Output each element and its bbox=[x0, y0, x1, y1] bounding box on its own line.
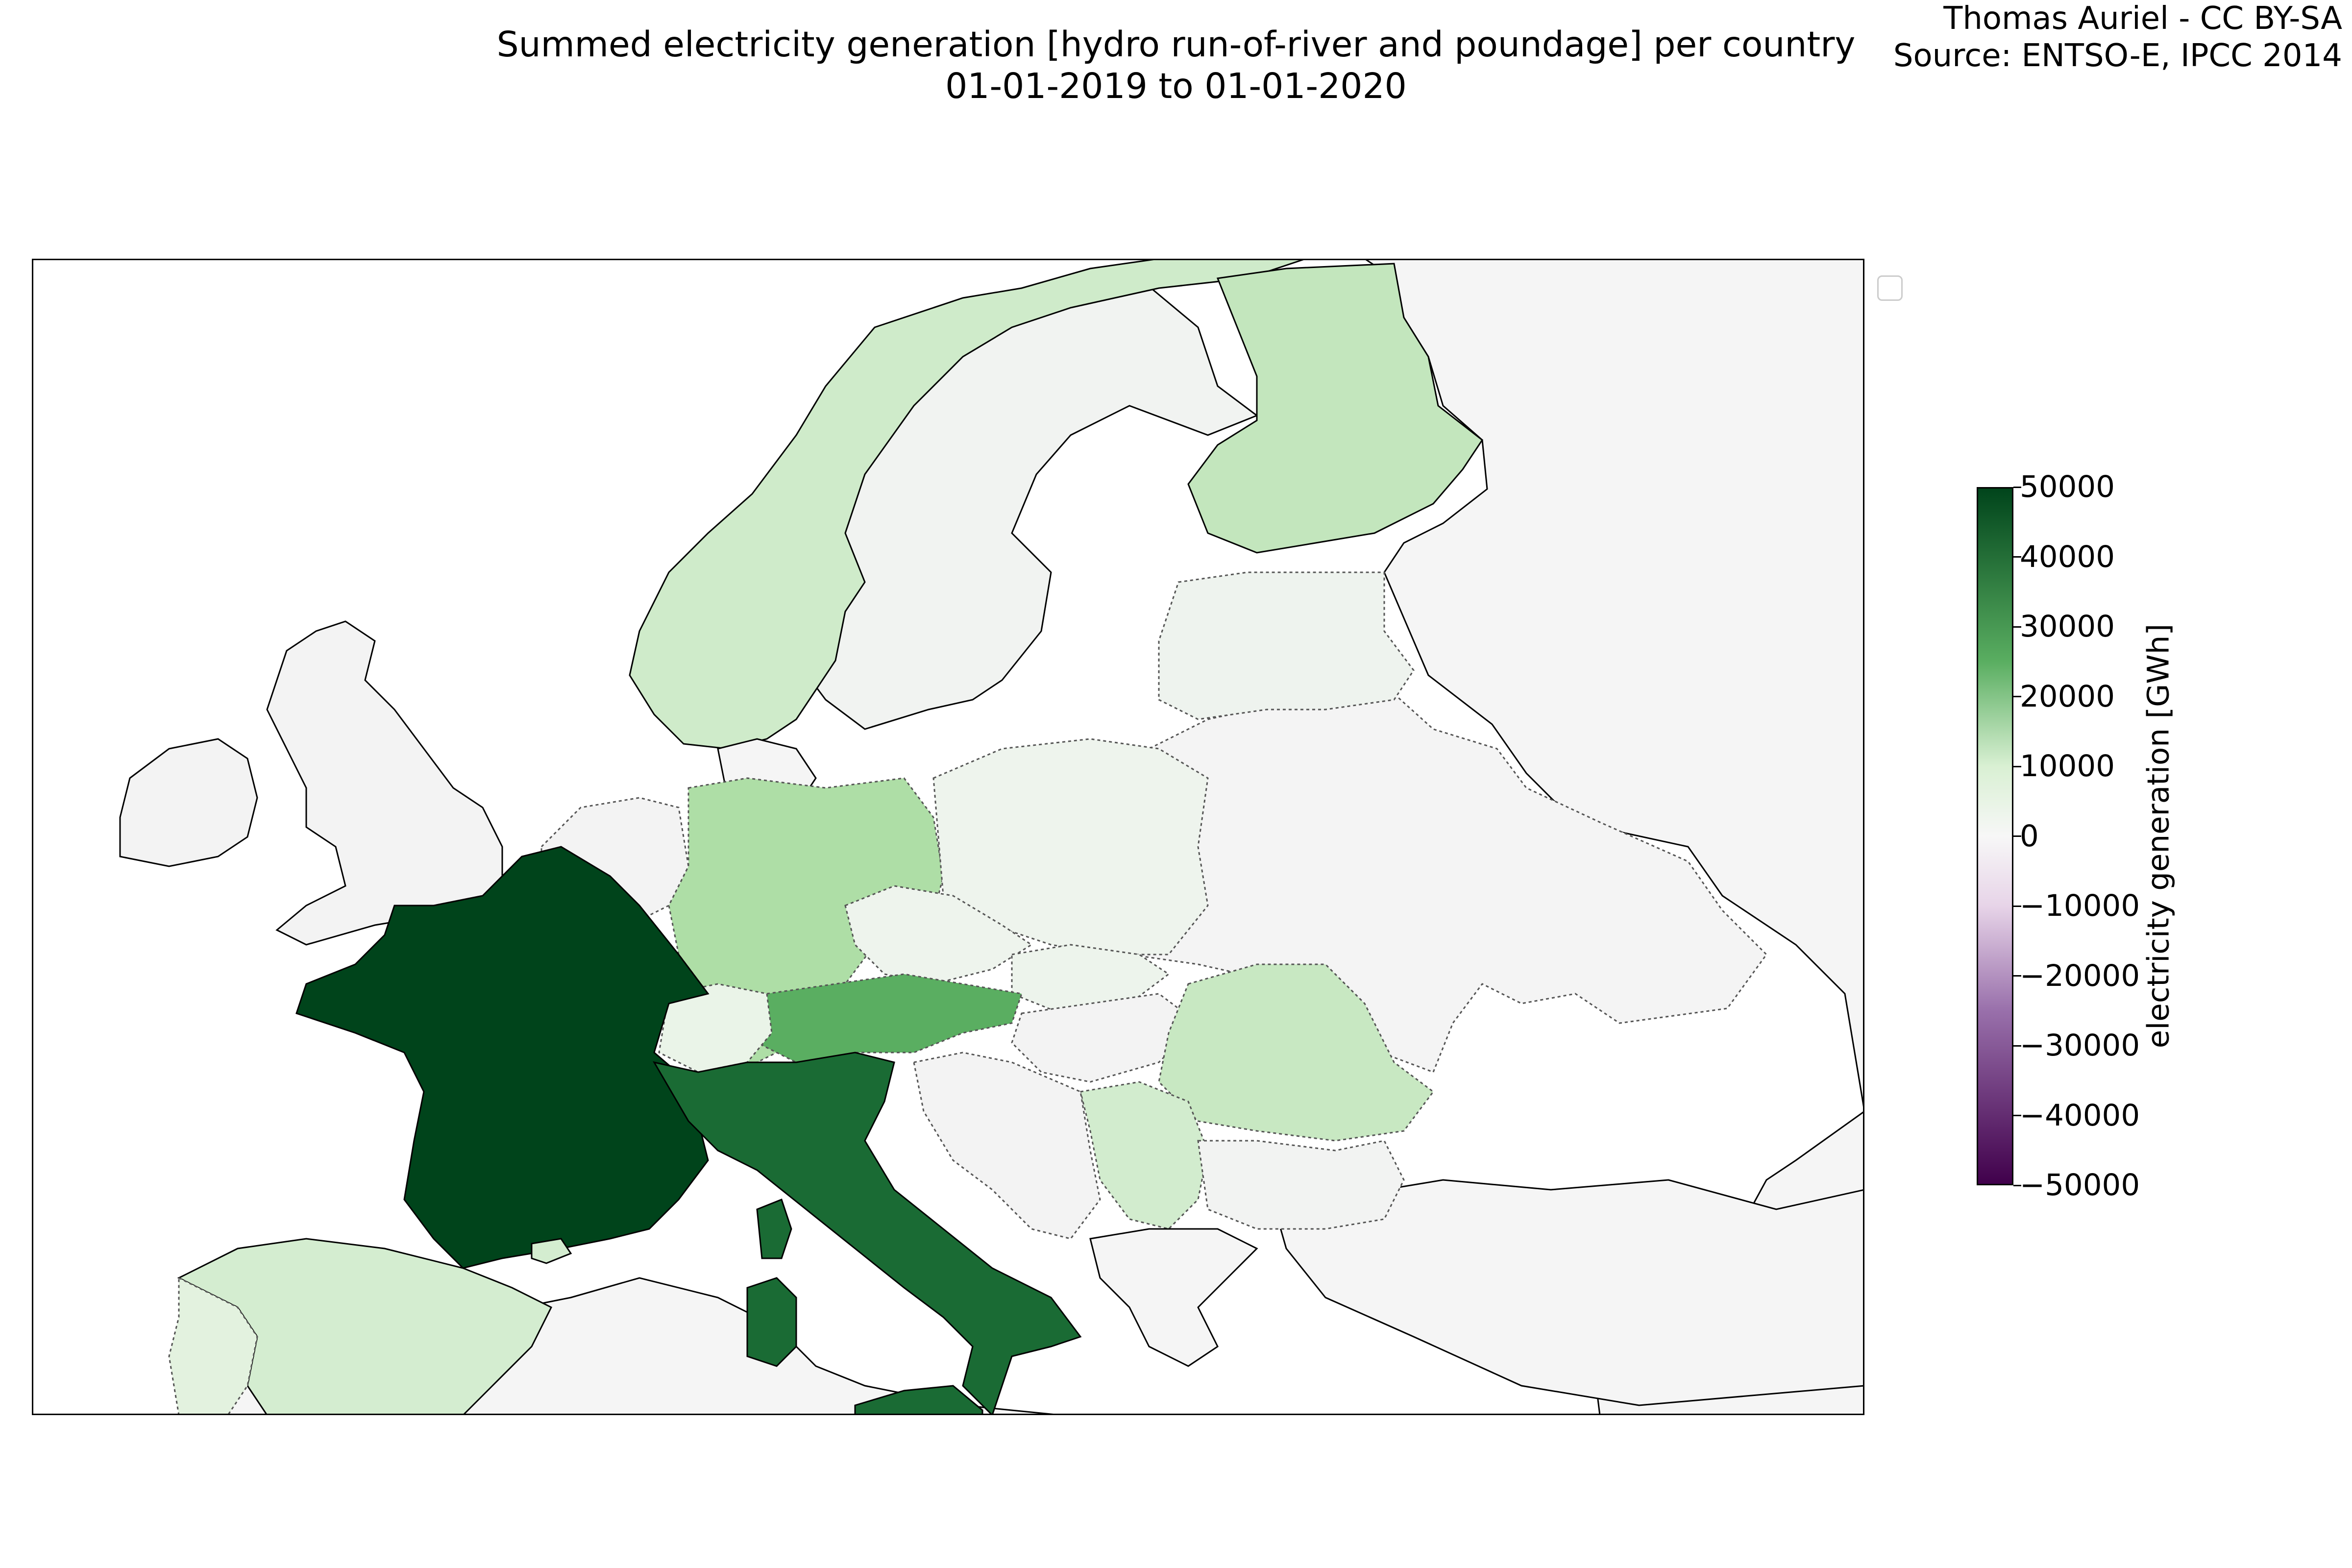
region-france bbox=[295, 846, 710, 1269]
title-line-1: Summed electricity generation [hydro run… bbox=[496, 24, 1856, 65]
title-line-2: 01-01-2019 to 01-01-2020 bbox=[945, 66, 1407, 106]
colorbar-label: electricity generation [GWh] bbox=[2141, 623, 2176, 1049]
colorbar-tick-label: 20000 bbox=[2020, 679, 2115, 714]
region-romania bbox=[1158, 963, 1435, 1142]
colorbar-tickmark bbox=[2013, 486, 2021, 488]
colorbar-tick-label: 30000 bbox=[2020, 609, 2115, 644]
colorbar-tickmark bbox=[2013, 626, 2021, 628]
map-title: Summed electricity generation [hydro run… bbox=[470, 24, 1882, 107]
region-slovakia bbox=[1011, 944, 1170, 1014]
colorbar-tick-label: −10000 bbox=[2020, 888, 2140, 923]
region-turkey bbox=[1266, 1169, 1864, 1406]
empty-legend-box bbox=[1877, 275, 1903, 301]
colorbar-tickmark bbox=[2013, 1184, 2021, 1186]
colorbar-tick-label: −30000 bbox=[2020, 1028, 2140, 1063]
colorbar-tickmark bbox=[2013, 556, 2021, 558]
colorbar-tickmark bbox=[2013, 975, 2021, 977]
region-baltics bbox=[1158, 571, 1415, 720]
credit-line-2: Source: ENTSO-E, IPCC 2014 bbox=[1893, 38, 2342, 74]
colorbar-tick-label: 0 bbox=[2020, 818, 2039, 854]
colorbar-tickmark bbox=[2013, 835, 2021, 837]
region-austria bbox=[756, 973, 1023, 1063]
region-switzerland bbox=[658, 983, 773, 1073]
colorbar-tick-label: 10000 bbox=[2020, 749, 2115, 784]
land-layer bbox=[119, 259, 1864, 1415]
region-italy bbox=[652, 1052, 1082, 1415]
colorbar bbox=[1977, 487, 2013, 1185]
region-corsica bbox=[756, 1199, 792, 1259]
region-spain bbox=[177, 1238, 553, 1415]
region-hungary bbox=[1011, 993, 1200, 1083]
colorbar-tickmark bbox=[2013, 765, 2021, 767]
credit-line-1: Thomas Auriel - CC BY-SA bbox=[1943, 0, 2342, 37]
region-balearic bbox=[531, 1238, 572, 1264]
region-portugal bbox=[168, 1276, 258, 1415]
credit-text: Thomas Auriel - CC BY-SA Source: ENTSO-E… bbox=[1893, 0, 2342, 74]
colorbar-tick-label: 40000 bbox=[2020, 539, 2115, 574]
colorbar-tick-label: 50000 bbox=[2020, 469, 2115, 504]
colorbar-tickmark bbox=[2013, 696, 2021, 697]
colorbar-tickmark bbox=[2013, 905, 2021, 907]
map-panel bbox=[32, 259, 1864, 1415]
region-west-balkans bbox=[913, 1052, 1101, 1240]
colorbar-tickmark bbox=[2013, 1115, 2021, 1116]
colorbar-tick-label: −40000 bbox=[2020, 1098, 2140, 1133]
colorbar-gradient bbox=[1977, 487, 2013, 1185]
map-svg bbox=[32, 259, 1864, 1415]
region-poland bbox=[932, 738, 1209, 956]
colorbar-tickmark bbox=[2013, 1045, 2021, 1047]
region-finland bbox=[1187, 263, 1484, 554]
region-bulgaria bbox=[1197, 1140, 1405, 1230]
region-norway bbox=[629, 259, 1306, 750]
map-border bbox=[32, 259, 1864, 1415]
region-czech bbox=[844, 885, 1033, 985]
region-sardinia bbox=[746, 1277, 797, 1367]
region-greece bbox=[1089, 1228, 1258, 1367]
colorbar-tick-label: −50000 bbox=[2020, 1168, 2140, 1202]
region-sicily bbox=[854, 1385, 983, 1415]
colorbar-tick-label: −20000 bbox=[2020, 958, 2140, 993]
region-serbia bbox=[1079, 1081, 1209, 1230]
region-ireland bbox=[119, 738, 258, 867]
